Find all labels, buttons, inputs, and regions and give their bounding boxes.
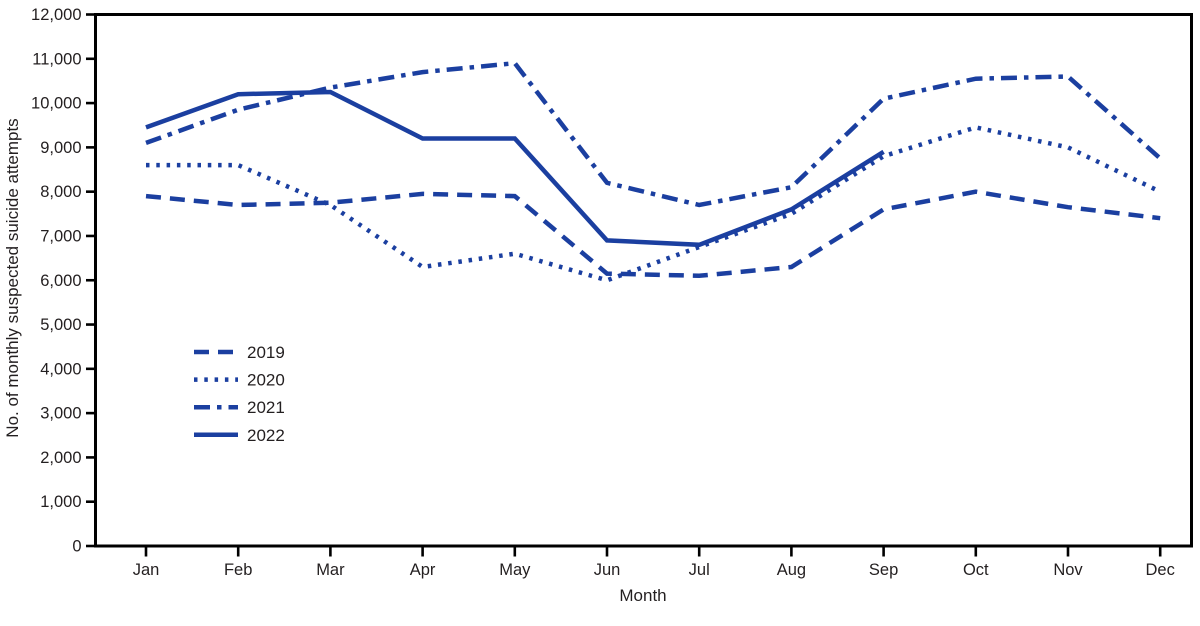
y-tick-label: 11,000 [32,50,81,68]
series-line-2019 [145,189,1161,279]
y-tick-label: 4,000 [40,360,81,378]
x-tick-label: May [499,561,531,579]
plot-frame [94,13,1193,548]
y-tick-label: 7,000 [40,227,81,245]
x-tick-label: Jun [594,561,621,579]
x-tick-label: Sep [869,561,898,579]
series-line-2020 [146,125,1162,283]
legend: 2019 2020 2021 2022 [194,343,285,445]
x-tick-label: Nov [1053,561,1083,579]
legend-label-2019: 2019 [247,343,285,362]
legend-label-2022: 2022 [247,426,285,445]
x-tick-label: Aug [777,561,806,579]
y-tick-label: 8,000 [40,183,81,201]
y-tick-label: 5,000 [40,316,81,334]
y-tick-label: 6,000 [40,272,81,290]
legend-label-2020: 2020 [247,371,285,390]
x-axis: Jan Feb Mar Apr May Jun Jul Aug Sep Oct Nov Dec [133,547,1175,579]
y-tick-label: 12,000 [31,6,81,24]
x-tick-label: Feb [224,561,252,579]
x-tick-label: Jan [133,561,160,579]
y-tick-label: 9,000 [40,139,81,157]
y-axis: 0 1,000 2,000 3,000 4,000 5,000 6,000 7,000 8,00… [31,6,94,556]
y-tick-label: 10,000 [31,95,81,113]
y-tick-label: 2,000 [40,449,81,467]
legend-label-2021: 2021 [247,398,285,417]
series-line-2022 [145,89,885,248]
y-axis-title: No. of monthly suspected suicide attempt… [3,118,22,438]
x-tick-label: Jul [689,561,710,579]
x-tick-label: Apr [410,561,436,579]
series-lines [145,60,1162,283]
y-tick-label: 1,000 [40,493,81,511]
x-axis-title: Month [619,586,667,605]
y-tick-label: 3,000 [40,405,81,423]
x-tick-label: Dec [1146,561,1175,579]
x-tick-label: Oct [963,561,989,579]
y-tick-label: 0 [72,538,81,556]
x-tick-label: Mar [316,561,345,579]
